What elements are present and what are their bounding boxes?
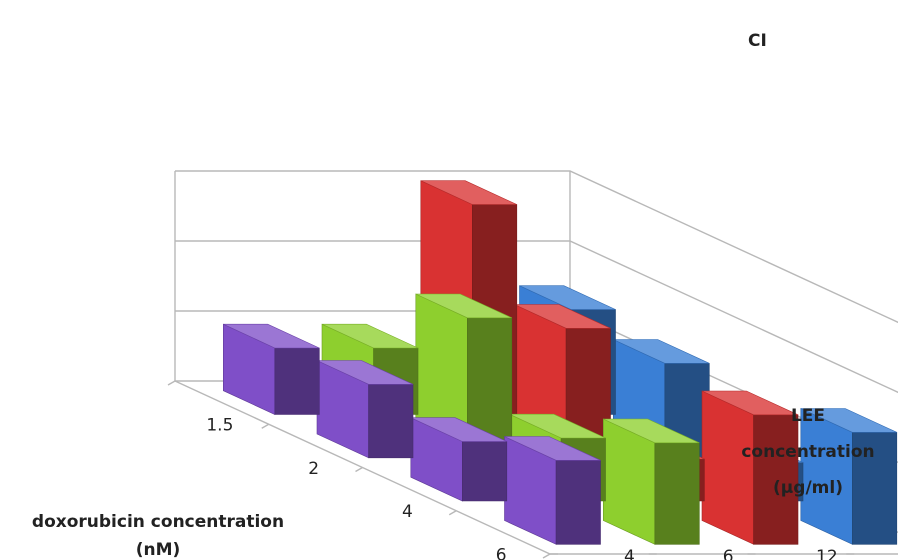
bar xyxy=(602,418,700,545)
bar-top-face xyxy=(410,417,507,442)
bar-top-face xyxy=(420,180,517,205)
x-tick-label: 2 xyxy=(308,459,319,479)
bar xyxy=(410,417,508,502)
y-axis-title-unit: (µg/ml) xyxy=(773,478,843,498)
x-tick xyxy=(448,510,457,516)
x-tick-label: 1.5 xyxy=(206,416,233,436)
bar-top-face xyxy=(504,436,601,461)
bar-top-face xyxy=(603,418,700,444)
x-tick xyxy=(261,423,270,429)
x-tick-label: 6 xyxy=(496,545,507,560)
bar-side-face xyxy=(654,442,700,545)
chart-walls xyxy=(167,170,898,559)
bar-top-face xyxy=(316,360,414,385)
bar-top-face xyxy=(519,285,616,310)
bar-top-face xyxy=(223,323,320,349)
bar xyxy=(223,323,320,415)
bar-side-face xyxy=(555,459,601,545)
bar xyxy=(316,360,414,459)
x-tick xyxy=(355,466,363,473)
y-tick-label: 6 xyxy=(723,547,734,560)
bar-top-face xyxy=(509,413,606,439)
chart-bars xyxy=(223,180,898,545)
chart-labels: CI doxorubicin concentration (nM) LEE co… xyxy=(32,31,875,560)
bar-side-face xyxy=(461,441,508,502)
y-axis-title: LEE xyxy=(791,406,825,426)
bar-top-face xyxy=(415,293,512,319)
bar-side-face xyxy=(368,383,414,459)
bar-side-face xyxy=(274,347,320,415)
y-tick-label: 12 xyxy=(816,547,838,560)
bar-top-face xyxy=(800,408,897,433)
y-tick-label: 4 xyxy=(624,547,635,560)
bar-top-face xyxy=(613,339,710,364)
bar-front-face xyxy=(701,390,754,545)
bar xyxy=(415,293,513,459)
bar xyxy=(504,436,601,545)
bar xyxy=(800,408,898,545)
bar-top-face xyxy=(701,390,799,416)
x-tick-label: 4 xyxy=(402,502,413,522)
z-axis-title: CI xyxy=(748,31,767,51)
x-axis-title: doxorubicin concentration xyxy=(32,512,284,532)
y-axis-title-line2: concentration xyxy=(741,442,874,462)
x-tick xyxy=(542,553,551,559)
bar-top-face xyxy=(514,304,611,329)
x-axis-title-unit: (nM) xyxy=(136,540,181,560)
bar-top-face xyxy=(321,323,419,349)
x-tick xyxy=(167,380,176,386)
bar xyxy=(701,390,799,545)
